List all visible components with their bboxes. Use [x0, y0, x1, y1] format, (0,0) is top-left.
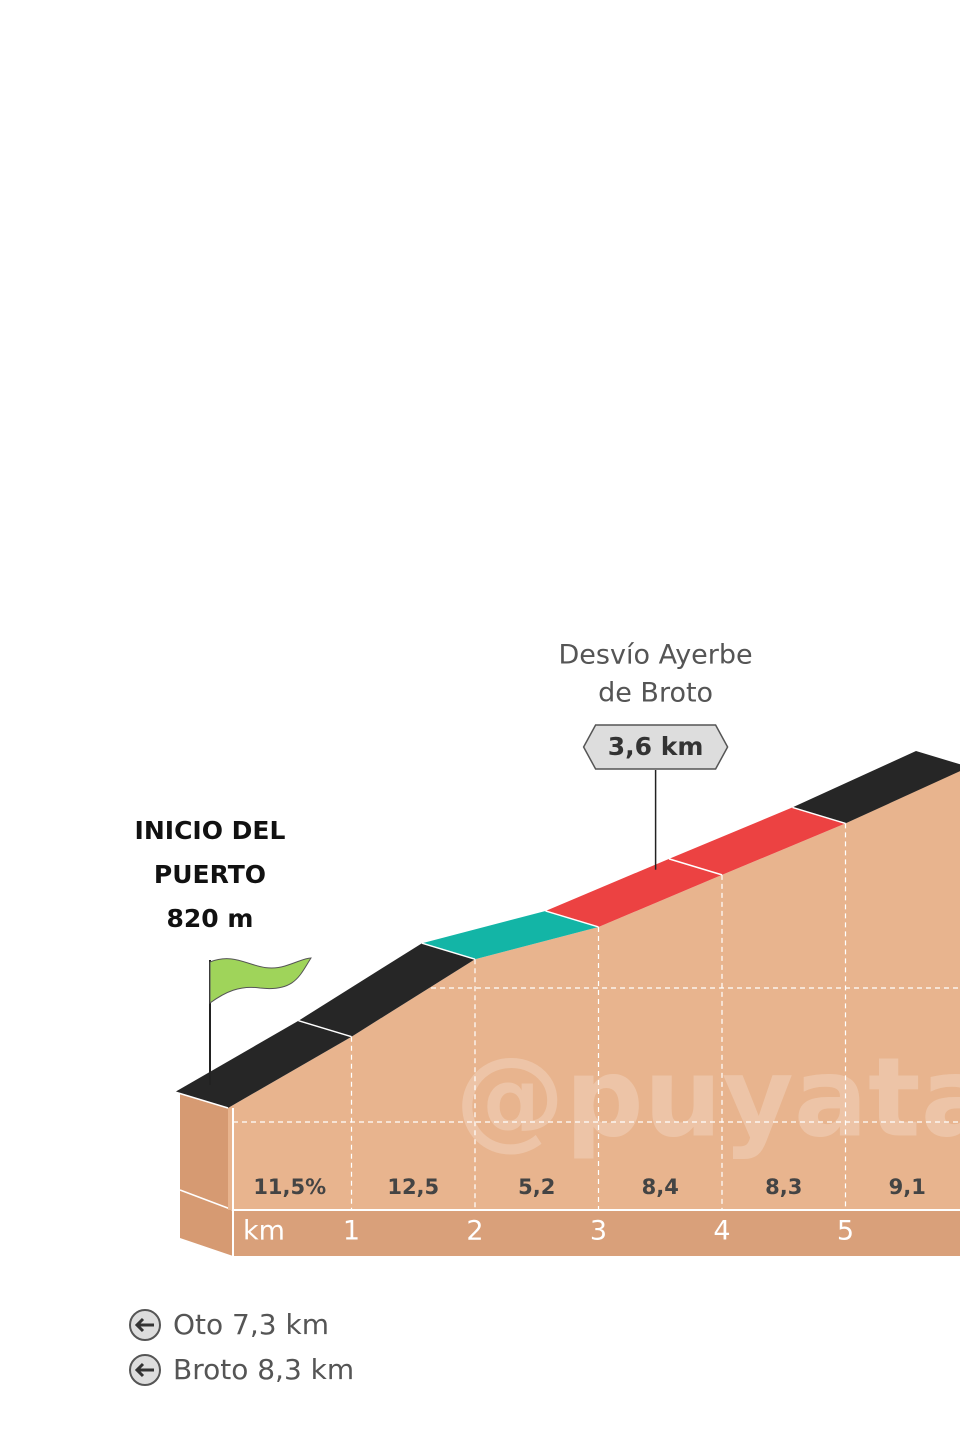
- road-segment: [669, 807, 846, 875]
- profile-face: [228, 770, 960, 1210]
- grade-label: 8,4: [642, 1175, 679, 1199]
- flag: [209, 957, 312, 1004]
- base-side-line: [179, 1189, 234, 1211]
- segment-divider: [298, 1019, 352, 1038]
- grade-label: 8,3: [765, 1175, 802, 1199]
- grade-label: 9,1: [889, 1175, 926, 1199]
- footer-text: Oto 7,3 km: [173, 1308, 329, 1341]
- start-label: PUERTO: [154, 860, 266, 889]
- x-tick-label: 5: [837, 1216, 854, 1247]
- x-tick-label: 2: [466, 1216, 483, 1247]
- annotation-label: 3,6 km: [608, 732, 704, 761]
- annotation-box: [582, 724, 729, 770]
- start-label: 820 m: [167, 904, 254, 933]
- segment-divider: [668, 858, 723, 876]
- arrow: [134, 1362, 154, 1378]
- road-segment: [422, 910, 599, 960]
- segment-divider: [545, 910, 599, 928]
- x-tick-label: 1: [343, 1216, 360, 1247]
- footer-text: Broto 8,3 km: [173, 1353, 354, 1386]
- footer-1: Oto 7,3 km: [129, 1308, 329, 1341]
- watermark: @puyata: [455, 1033, 960, 1161]
- km-strip: [233, 1210, 960, 1256]
- footer-2: Broto 8,3 km: [129, 1353, 354, 1386]
- grade-label: 11,5%: [253, 1175, 326, 1199]
- segment-divider: [792, 806, 846, 825]
- annotation-text: de Broto: [598, 678, 713, 709]
- start-label: INICIO DEL: [135, 816, 286, 845]
- base-side: [180, 1092, 233, 1256]
- segment-divider: [174, 1091, 229, 1109]
- x-axis-label: km: [243, 1216, 285, 1247]
- profile: @puyata 11,5% 12,5 5,2 8,4 8,3 9,1 1 2 3 4 5 INICIO …: [135, 640, 960, 1256]
- road-segment: [298, 943, 475, 1037]
- segment-divider: [421, 942, 476, 960]
- x-tick-label: 4: [713, 1216, 730, 1247]
- annotation-text: Desvío Ayerbe: [559, 640, 753, 671]
- grade-label: 12,5: [387, 1175, 439, 1199]
- road-segment: [545, 858, 722, 927]
- x-tick-label: 3: [590, 1216, 607, 1247]
- road-segment: [792, 751, 960, 824]
- road-segment: [175, 1020, 352, 1108]
- arrow: [134, 1317, 154, 1333]
- grade-label: 5,2: [518, 1175, 555, 1199]
